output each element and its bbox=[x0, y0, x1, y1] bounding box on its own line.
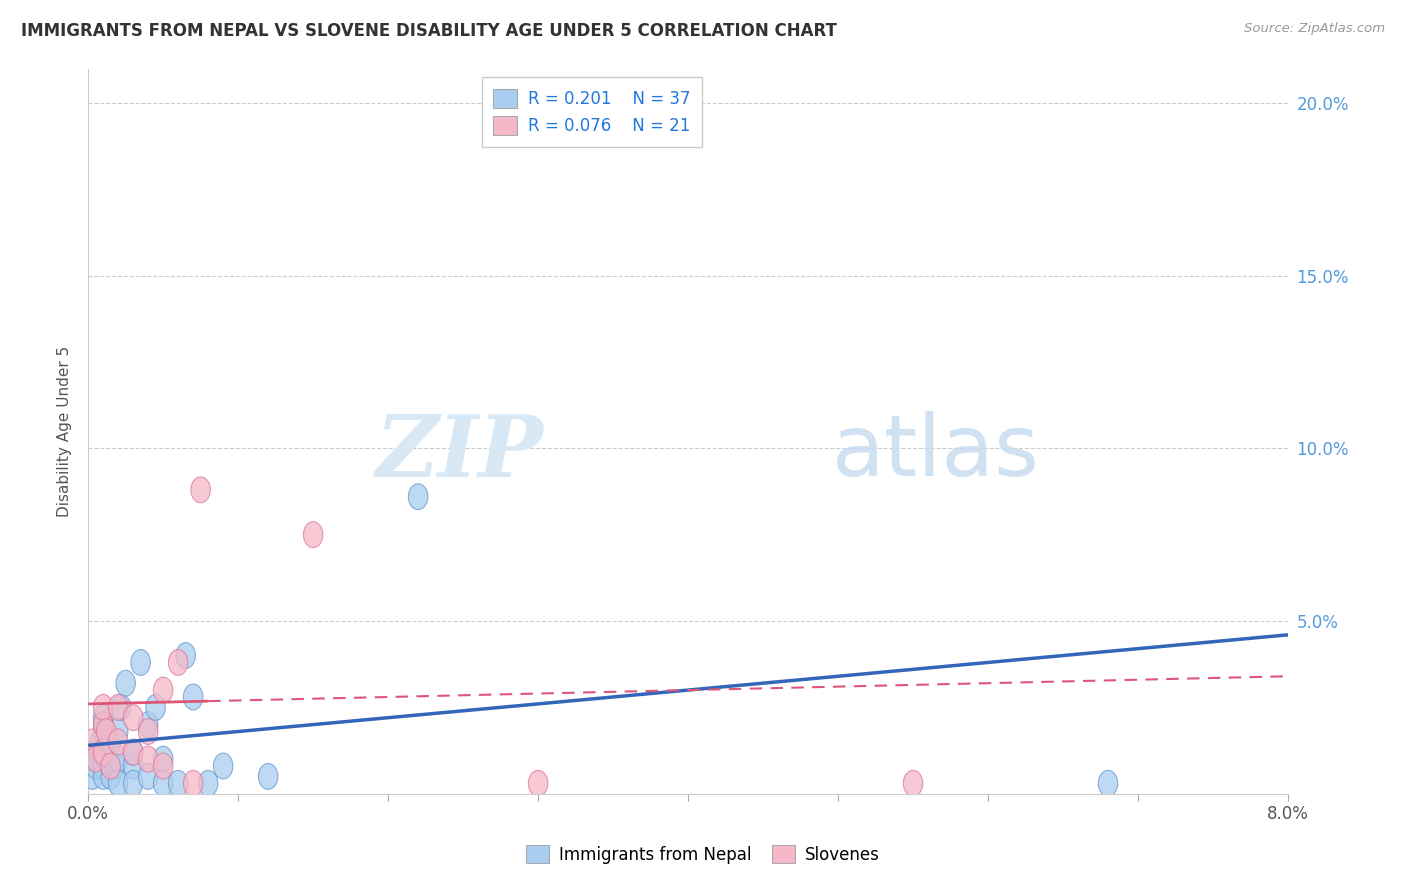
Ellipse shape bbox=[138, 764, 157, 789]
Ellipse shape bbox=[97, 747, 115, 772]
Ellipse shape bbox=[1098, 771, 1118, 797]
Ellipse shape bbox=[108, 729, 128, 755]
Ellipse shape bbox=[90, 729, 110, 755]
Ellipse shape bbox=[101, 764, 121, 789]
Ellipse shape bbox=[108, 694, 128, 721]
Ellipse shape bbox=[903, 771, 922, 797]
Ellipse shape bbox=[259, 764, 278, 789]
Ellipse shape bbox=[93, 719, 112, 745]
Ellipse shape bbox=[83, 729, 103, 755]
Ellipse shape bbox=[93, 764, 112, 789]
Ellipse shape bbox=[408, 483, 427, 509]
Ellipse shape bbox=[191, 477, 211, 503]
Ellipse shape bbox=[124, 739, 143, 765]
Ellipse shape bbox=[153, 677, 173, 703]
Ellipse shape bbox=[214, 753, 233, 779]
Text: atlas: atlas bbox=[832, 411, 1040, 494]
Ellipse shape bbox=[87, 747, 107, 772]
Ellipse shape bbox=[183, 684, 202, 710]
Ellipse shape bbox=[86, 753, 105, 779]
Ellipse shape bbox=[93, 712, 112, 738]
Ellipse shape bbox=[108, 771, 128, 797]
Ellipse shape bbox=[138, 747, 157, 772]
Ellipse shape bbox=[529, 771, 548, 797]
Ellipse shape bbox=[183, 771, 202, 797]
Text: IMMIGRANTS FROM NEPAL VS SLOVENE DISABILITY AGE UNDER 5 CORRELATION CHART: IMMIGRANTS FROM NEPAL VS SLOVENE DISABIL… bbox=[21, 22, 837, 40]
Text: Source: ZipAtlas.com: Source: ZipAtlas.com bbox=[1244, 22, 1385, 36]
Ellipse shape bbox=[169, 649, 188, 675]
Ellipse shape bbox=[89, 739, 108, 765]
Text: ZIP: ZIP bbox=[377, 411, 544, 494]
Ellipse shape bbox=[153, 747, 173, 772]
Ellipse shape bbox=[124, 739, 143, 765]
Ellipse shape bbox=[101, 753, 121, 779]
Ellipse shape bbox=[105, 753, 125, 779]
Ellipse shape bbox=[304, 522, 323, 548]
Legend: R = 0.201    N = 37, R = 0.076    N = 21: R = 0.201 N = 37, R = 0.076 N = 21 bbox=[482, 77, 703, 147]
Ellipse shape bbox=[198, 771, 218, 797]
Ellipse shape bbox=[124, 705, 143, 731]
Ellipse shape bbox=[101, 729, 121, 755]
Ellipse shape bbox=[176, 642, 195, 668]
Ellipse shape bbox=[83, 764, 103, 789]
Ellipse shape bbox=[131, 649, 150, 675]
Ellipse shape bbox=[146, 694, 166, 721]
Ellipse shape bbox=[97, 719, 115, 745]
Ellipse shape bbox=[138, 719, 157, 745]
Ellipse shape bbox=[115, 670, 135, 696]
Ellipse shape bbox=[153, 771, 173, 797]
Ellipse shape bbox=[169, 771, 188, 797]
Ellipse shape bbox=[93, 705, 112, 731]
Ellipse shape bbox=[108, 719, 128, 745]
Ellipse shape bbox=[108, 747, 128, 772]
Ellipse shape bbox=[124, 753, 143, 779]
Y-axis label: Disability Age Under 5: Disability Age Under 5 bbox=[58, 345, 72, 516]
Ellipse shape bbox=[93, 739, 112, 765]
Ellipse shape bbox=[111, 694, 131, 721]
Ellipse shape bbox=[93, 753, 112, 779]
Ellipse shape bbox=[153, 753, 173, 779]
Ellipse shape bbox=[138, 712, 157, 738]
Ellipse shape bbox=[124, 771, 143, 797]
Legend: Immigrants from Nepal, Slovenes: Immigrants from Nepal, Slovenes bbox=[519, 838, 887, 871]
Ellipse shape bbox=[86, 747, 105, 772]
Ellipse shape bbox=[93, 739, 112, 765]
Ellipse shape bbox=[93, 712, 112, 738]
Ellipse shape bbox=[93, 694, 112, 721]
